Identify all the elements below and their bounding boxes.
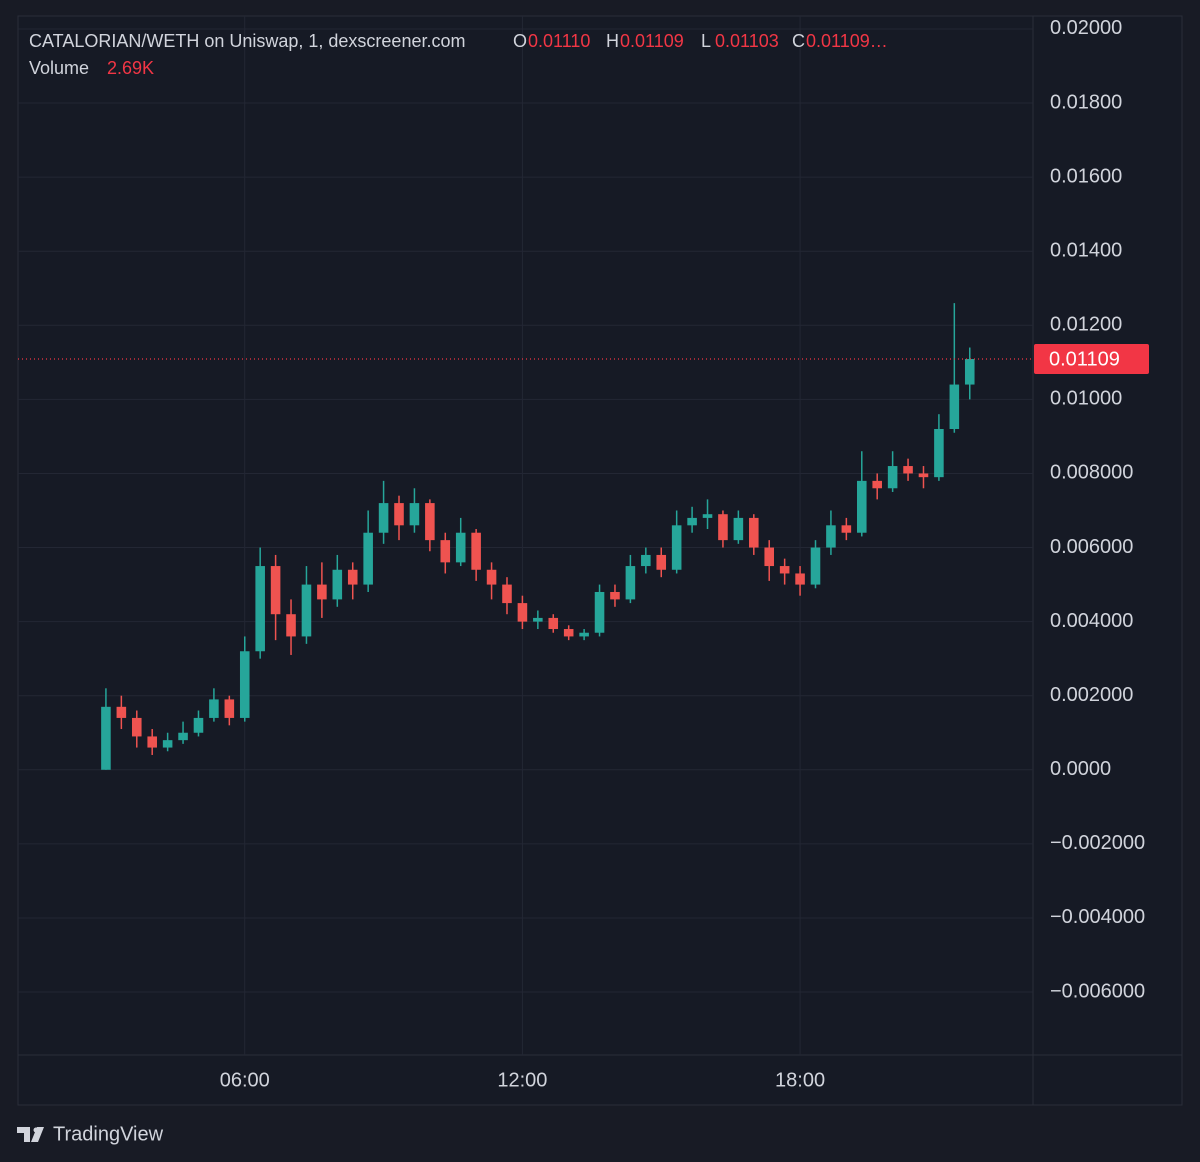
candle-body xyxy=(949,384,960,430)
candle-body xyxy=(918,473,929,478)
candle-body xyxy=(425,503,435,541)
candle-body xyxy=(856,480,867,533)
candle-body xyxy=(255,566,265,652)
y-tick-label: 0.01600 xyxy=(1050,165,1122,187)
last-price-label: 0.01109 xyxy=(1049,348,1120,370)
ohlc-label: C xyxy=(792,31,805,51)
candle-body xyxy=(810,547,821,585)
ohlc-value: 0.01109 xyxy=(620,31,684,51)
branding: TradingView xyxy=(53,1123,164,1145)
y-tick-label: −0.002000 xyxy=(1050,832,1145,854)
candle-body xyxy=(903,466,913,474)
candle-body xyxy=(563,629,574,637)
x-tick-label: 12:00 xyxy=(497,1069,547,1091)
ohlc-value: 0.01103 xyxy=(715,31,779,51)
tradingview-logo xyxy=(17,1127,44,1142)
candle-body xyxy=(625,566,636,600)
candle-body xyxy=(641,554,651,567)
candle-body xyxy=(702,514,713,518)
candle-body xyxy=(131,717,142,737)
candle-body xyxy=(517,603,528,622)
candle-body xyxy=(486,569,497,585)
candle-body xyxy=(471,532,481,570)
ohlc-label: L xyxy=(701,31,711,51)
candle-body xyxy=(934,429,944,478)
candle-body xyxy=(394,503,404,526)
candle-body xyxy=(718,514,728,541)
candle-body xyxy=(548,617,559,630)
candle-body xyxy=(101,706,111,770)
candle-body xyxy=(224,699,235,718)
candle-body xyxy=(162,740,173,748)
candle-body xyxy=(409,503,420,526)
candle-body xyxy=(347,569,358,585)
logo-dot xyxy=(33,1127,39,1133)
last-price-box xyxy=(1034,343,1149,374)
volume-value: 2.69K xyxy=(107,58,154,78)
y-tick-label: 0.02000 xyxy=(1050,17,1122,39)
ohlc-value: 0.01110 xyxy=(528,31,590,51)
candle-body xyxy=(749,517,759,548)
y-tick-label: 0.008000 xyxy=(1050,462,1133,484)
y-tick-label: −0.004000 xyxy=(1050,906,1145,928)
candle-body xyxy=(147,736,157,748)
candle-body xyxy=(872,480,882,489)
candle-body xyxy=(178,732,188,741)
candle-body xyxy=(317,584,327,600)
candle-body xyxy=(795,573,805,585)
y-tick-label: 0.01200 xyxy=(1050,314,1122,336)
candle-body xyxy=(887,466,898,489)
y-tick-label: −0.006000 xyxy=(1050,980,1145,1002)
x-tick-label: 06:00 xyxy=(220,1069,270,1091)
y-tick-label: 0.004000 xyxy=(1050,610,1133,632)
candle-body xyxy=(656,554,667,570)
y-tick-label: 0.01400 xyxy=(1050,239,1122,261)
chart-frame xyxy=(17,15,1183,1106)
candle-body xyxy=(610,591,620,600)
ohlc-label: H xyxy=(606,31,619,51)
y-tick-label: 0.01800 xyxy=(1050,91,1122,113)
y-tick-label: 0.002000 xyxy=(1050,684,1133,706)
candle-body xyxy=(332,569,343,600)
candle-body xyxy=(841,525,852,533)
candle-body xyxy=(239,651,250,718)
candle-body xyxy=(687,517,697,526)
ohlc-value: 0.01109… xyxy=(806,31,888,51)
candle-body xyxy=(502,584,512,604)
candle-body xyxy=(301,584,312,637)
candle-body xyxy=(440,540,451,563)
overlay: 0.02000 0.01800 0.01600 0.01400 0.01200 0.010… xyxy=(18,17,1149,1091)
y-tick-label: 0.01000 xyxy=(1050,388,1122,410)
chart-title: CATALORIAN/WETH on Uniswap, 1, dexscreen… xyxy=(29,31,465,51)
candle-body xyxy=(286,614,296,637)
candles xyxy=(101,303,975,770)
candle-body xyxy=(455,532,466,563)
candle-body xyxy=(363,532,373,585)
volume-label: Volume xyxy=(29,58,89,78)
y-tick-label: 0.006000 xyxy=(1050,536,1133,558)
candle-body xyxy=(193,717,204,733)
candle-body xyxy=(733,517,744,541)
ohlc-label: O xyxy=(513,31,527,51)
candle-body xyxy=(964,358,975,385)
candle-body xyxy=(116,706,127,718)
candle-body xyxy=(378,503,389,533)
candle-body xyxy=(671,525,682,570)
candle-body xyxy=(533,617,543,622)
candle-body xyxy=(594,591,605,633)
x-tick-label: 18:00 xyxy=(775,1069,825,1091)
candle-body xyxy=(764,547,775,567)
candle-body xyxy=(209,699,219,718)
y-tick-label: 0.0000 xyxy=(1050,758,1111,780)
candle-body xyxy=(826,525,836,548)
candle-body xyxy=(579,632,589,637)
candle-body xyxy=(270,566,281,615)
candle-body xyxy=(779,566,790,574)
